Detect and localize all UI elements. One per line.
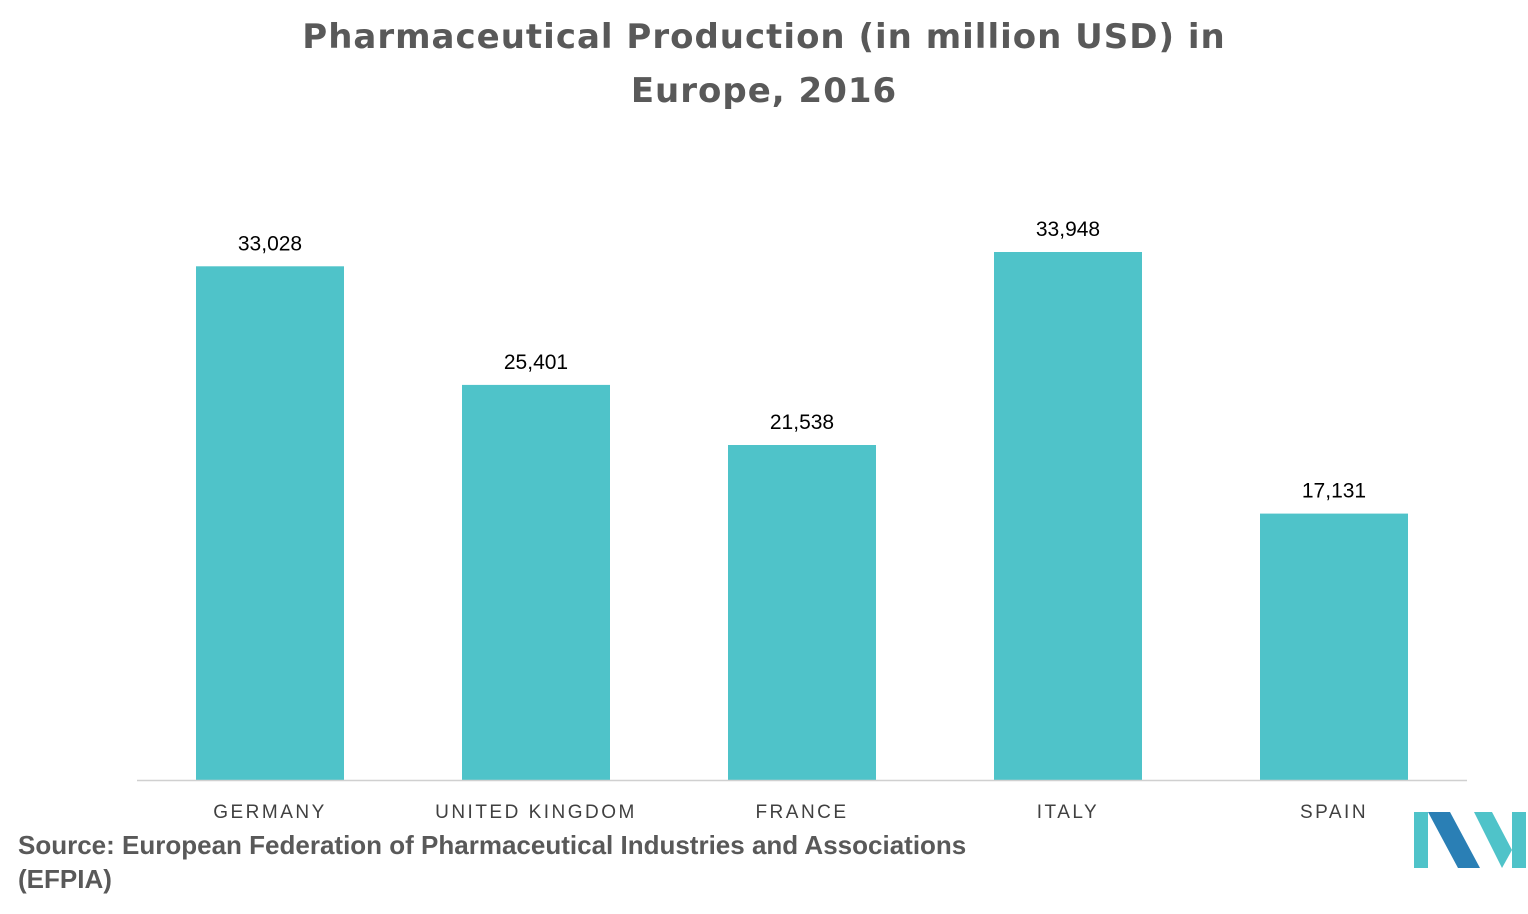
bar-united-kingdom (462, 384, 610, 780)
bar-france (728, 445, 876, 780)
data-label: 33,028 (238, 232, 302, 255)
chart-title-line-1: Pharmaceutical Production (in million US… (302, 17, 1226, 57)
category-label: GERMANY (213, 802, 327, 823)
data-label: 21,538 (770, 411, 834, 434)
bar-italy (994, 252, 1142, 780)
logo-right-diagonal (1474, 812, 1512, 868)
bars-group (196, 252, 1408, 780)
category-labels-group: GERMANY UNITED KINGDOM FRANCE ITALY SPAIN (213, 802, 1368, 823)
logo-right-bar (1512, 812, 1526, 868)
chart-title-line-2: Europe, 2016 (630, 71, 898, 111)
company-logo (1414, 812, 1526, 868)
category-label: SPAIN (1300, 802, 1368, 823)
data-label: 17,131 (1302, 480, 1366, 503)
category-label: ITALY (1037, 802, 1099, 823)
chart-title: Pharmaceutical Production (in million US… (0, 10, 1528, 118)
category-label: UNITED KINGDOM (435, 802, 637, 823)
data-label: 25,401 (504, 351, 568, 374)
category-label: FRANCE (755, 802, 848, 823)
source-note: Source: European Federation of Pharmaceu… (18, 830, 967, 894)
value-labels-group: 33,028 25,401 21,538 33,948 17,131 (238, 218, 1366, 503)
logo-left-bar (1414, 812, 1428, 868)
data-label: 33,948 (1036, 218, 1100, 241)
bar-germany (196, 266, 344, 780)
logo-left-diagonal (1428, 812, 1480, 868)
bar-spain (1260, 513, 1408, 780)
